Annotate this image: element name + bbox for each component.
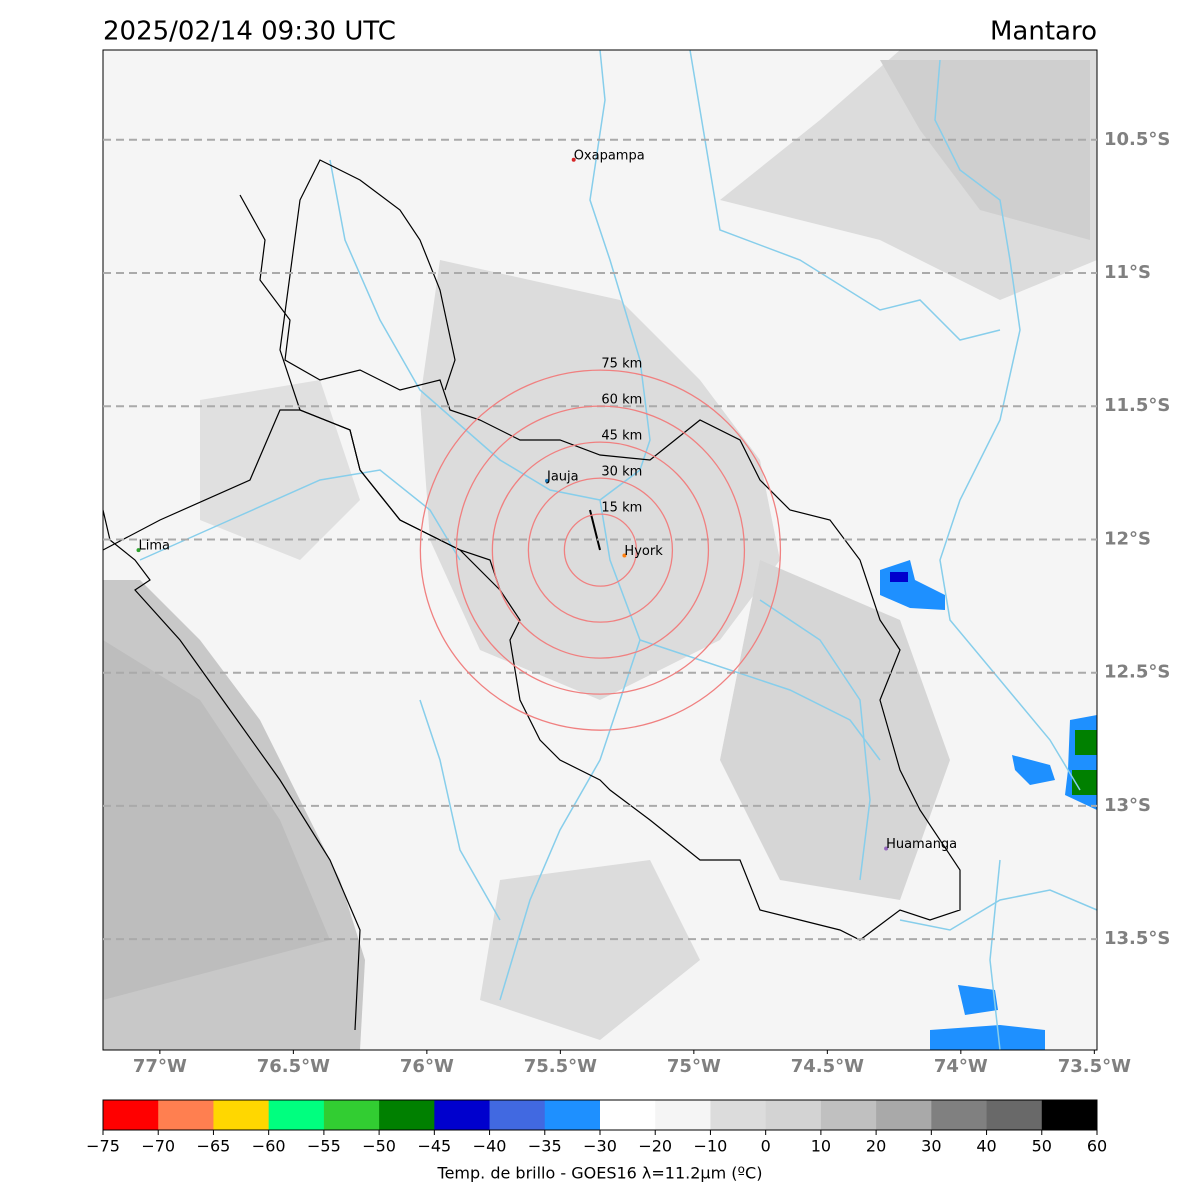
city-marker <box>884 846 889 851</box>
city-marker <box>136 548 141 553</box>
colorbar-segment <box>489 1100 546 1130</box>
colorbar-segment <box>765 1100 822 1130</box>
city-label: Hyork <box>624 544 663 559</box>
colorbar-tick-label: −30 <box>583 1137 617 1156</box>
colorbar-segment <box>158 1100 214 1130</box>
lat-tick-label: 13.5°S <box>1104 928 1170 949</box>
city-label: Oxapampa <box>574 148 645 163</box>
colorbar-tick-label: −10 <box>694 1137 728 1156</box>
range-ring-label: 60 km <box>601 393 642 408</box>
colorbar-segment <box>1041 1100 1098 1130</box>
range-ring <box>527 477 674 623</box>
colorbar-segment <box>268 1100 325 1130</box>
lat-tick-label: 13°S <box>1104 795 1151 816</box>
map-background <box>103 50 1097 1050</box>
colorbar-tick-label: −75 <box>86 1137 120 1156</box>
region: Mantaro <box>990 17 1097 47</box>
lat-tick-label: 12°S <box>1104 528 1151 549</box>
range-ring <box>491 441 710 659</box>
colorbar-segment <box>655 1100 711 1130</box>
lon-tick-label: 77°W <box>133 1056 187 1077</box>
colorbar-segment <box>876 1100 932 1130</box>
colorbar-tick-label: 40 <box>976 1137 996 1156</box>
colorbar-tick-label: −35 <box>528 1137 562 1156</box>
colorbar-segment <box>379 1100 435 1130</box>
colorbar-tick-label: 50 <box>1032 1137 1052 1156</box>
colorbar-tick-label: −65 <box>197 1137 231 1156</box>
lon-tick-label: 76.5°W <box>257 1056 330 1077</box>
colorbar-segment <box>213 1100 270 1130</box>
city-label: Lima <box>139 539 170 554</box>
colorbar-tick-label: −70 <box>141 1137 175 1156</box>
colorbar-tick-label: 20 <box>866 1137 886 1156</box>
range-ring-label: 75 km <box>601 357 642 372</box>
range-ring-label: 30 km <box>601 465 642 480</box>
city-marker <box>545 478 550 483</box>
colorbar-segment <box>434 1100 491 1130</box>
colorbar-segment <box>986 1100 1043 1130</box>
colorbar-segment <box>103 1100 159 1130</box>
lon-tick-label: 75.5°W <box>524 1056 597 1077</box>
lat-tick-label: 11°S <box>1104 262 1151 283</box>
lon-tick-label: 73.5°W <box>1058 1056 1131 1077</box>
colorbar-tick-label: 30 <box>921 1137 941 1156</box>
lon-tick-label: 76°W <box>400 1056 454 1077</box>
range-ring <box>563 513 638 587</box>
colorbar-segment <box>820 1100 877 1130</box>
lon-tick-label: 74.5°W <box>791 1056 864 1077</box>
title: 2025/02/14 09:30 UTC <box>103 17 396 47</box>
colorbar-segment <box>544 1100 601 1130</box>
colorbar-tick-label: −60 <box>252 1137 286 1156</box>
colorbar-segment <box>710 1100 767 1130</box>
map-frame <box>102 49 1098 1051</box>
city-label: Huamanga <box>886 837 957 852</box>
city-marker <box>622 553 627 558</box>
colorbar-tick-label: −55 <box>307 1137 341 1156</box>
colorbar-label: Temp. de brillo - GOES16 λ=11.2μm (ºC) <box>437 1164 763 1183</box>
colorbar-segment <box>600 1100 656 1130</box>
colorbar-tick-label: −45 <box>417 1137 451 1156</box>
colorbar-tick-label: −50 <box>362 1137 396 1156</box>
lon-tick-label: 74°W <box>934 1056 988 1077</box>
range-ring-label: 15 km <box>601 501 642 516</box>
colorbar-tick-label: 10 <box>811 1137 831 1156</box>
colorbar-segment <box>323 1100 380 1130</box>
lat-tick-label: 10.5°S <box>1104 129 1170 150</box>
lat-tick-label: 12.5°S <box>1104 662 1170 683</box>
city-marker <box>571 157 576 162</box>
colorbar-tick-label: −40 <box>473 1137 507 1156</box>
range-ring <box>455 405 746 695</box>
colorbar-tick-label: −20 <box>638 1137 672 1156</box>
colorbar-tick-label: 0 <box>761 1137 771 1156</box>
range-ring <box>419 369 782 731</box>
lat-tick-label: 11.5°S <box>1104 395 1170 416</box>
lon-tick-label: 75°W <box>667 1056 721 1077</box>
colorbar-segment <box>931 1100 988 1130</box>
overlay: 10.5°S 11°S 11.5°S 12°S 12.5°S 13°S 13.5°S 77°W… <box>86 129 1170 1156</box>
colorbar-tick-label: 60 <box>1087 1137 1107 1156</box>
range-ring-label: 45 km <box>601 429 642 444</box>
city-label: Jauja <box>546 469 579 484</box>
